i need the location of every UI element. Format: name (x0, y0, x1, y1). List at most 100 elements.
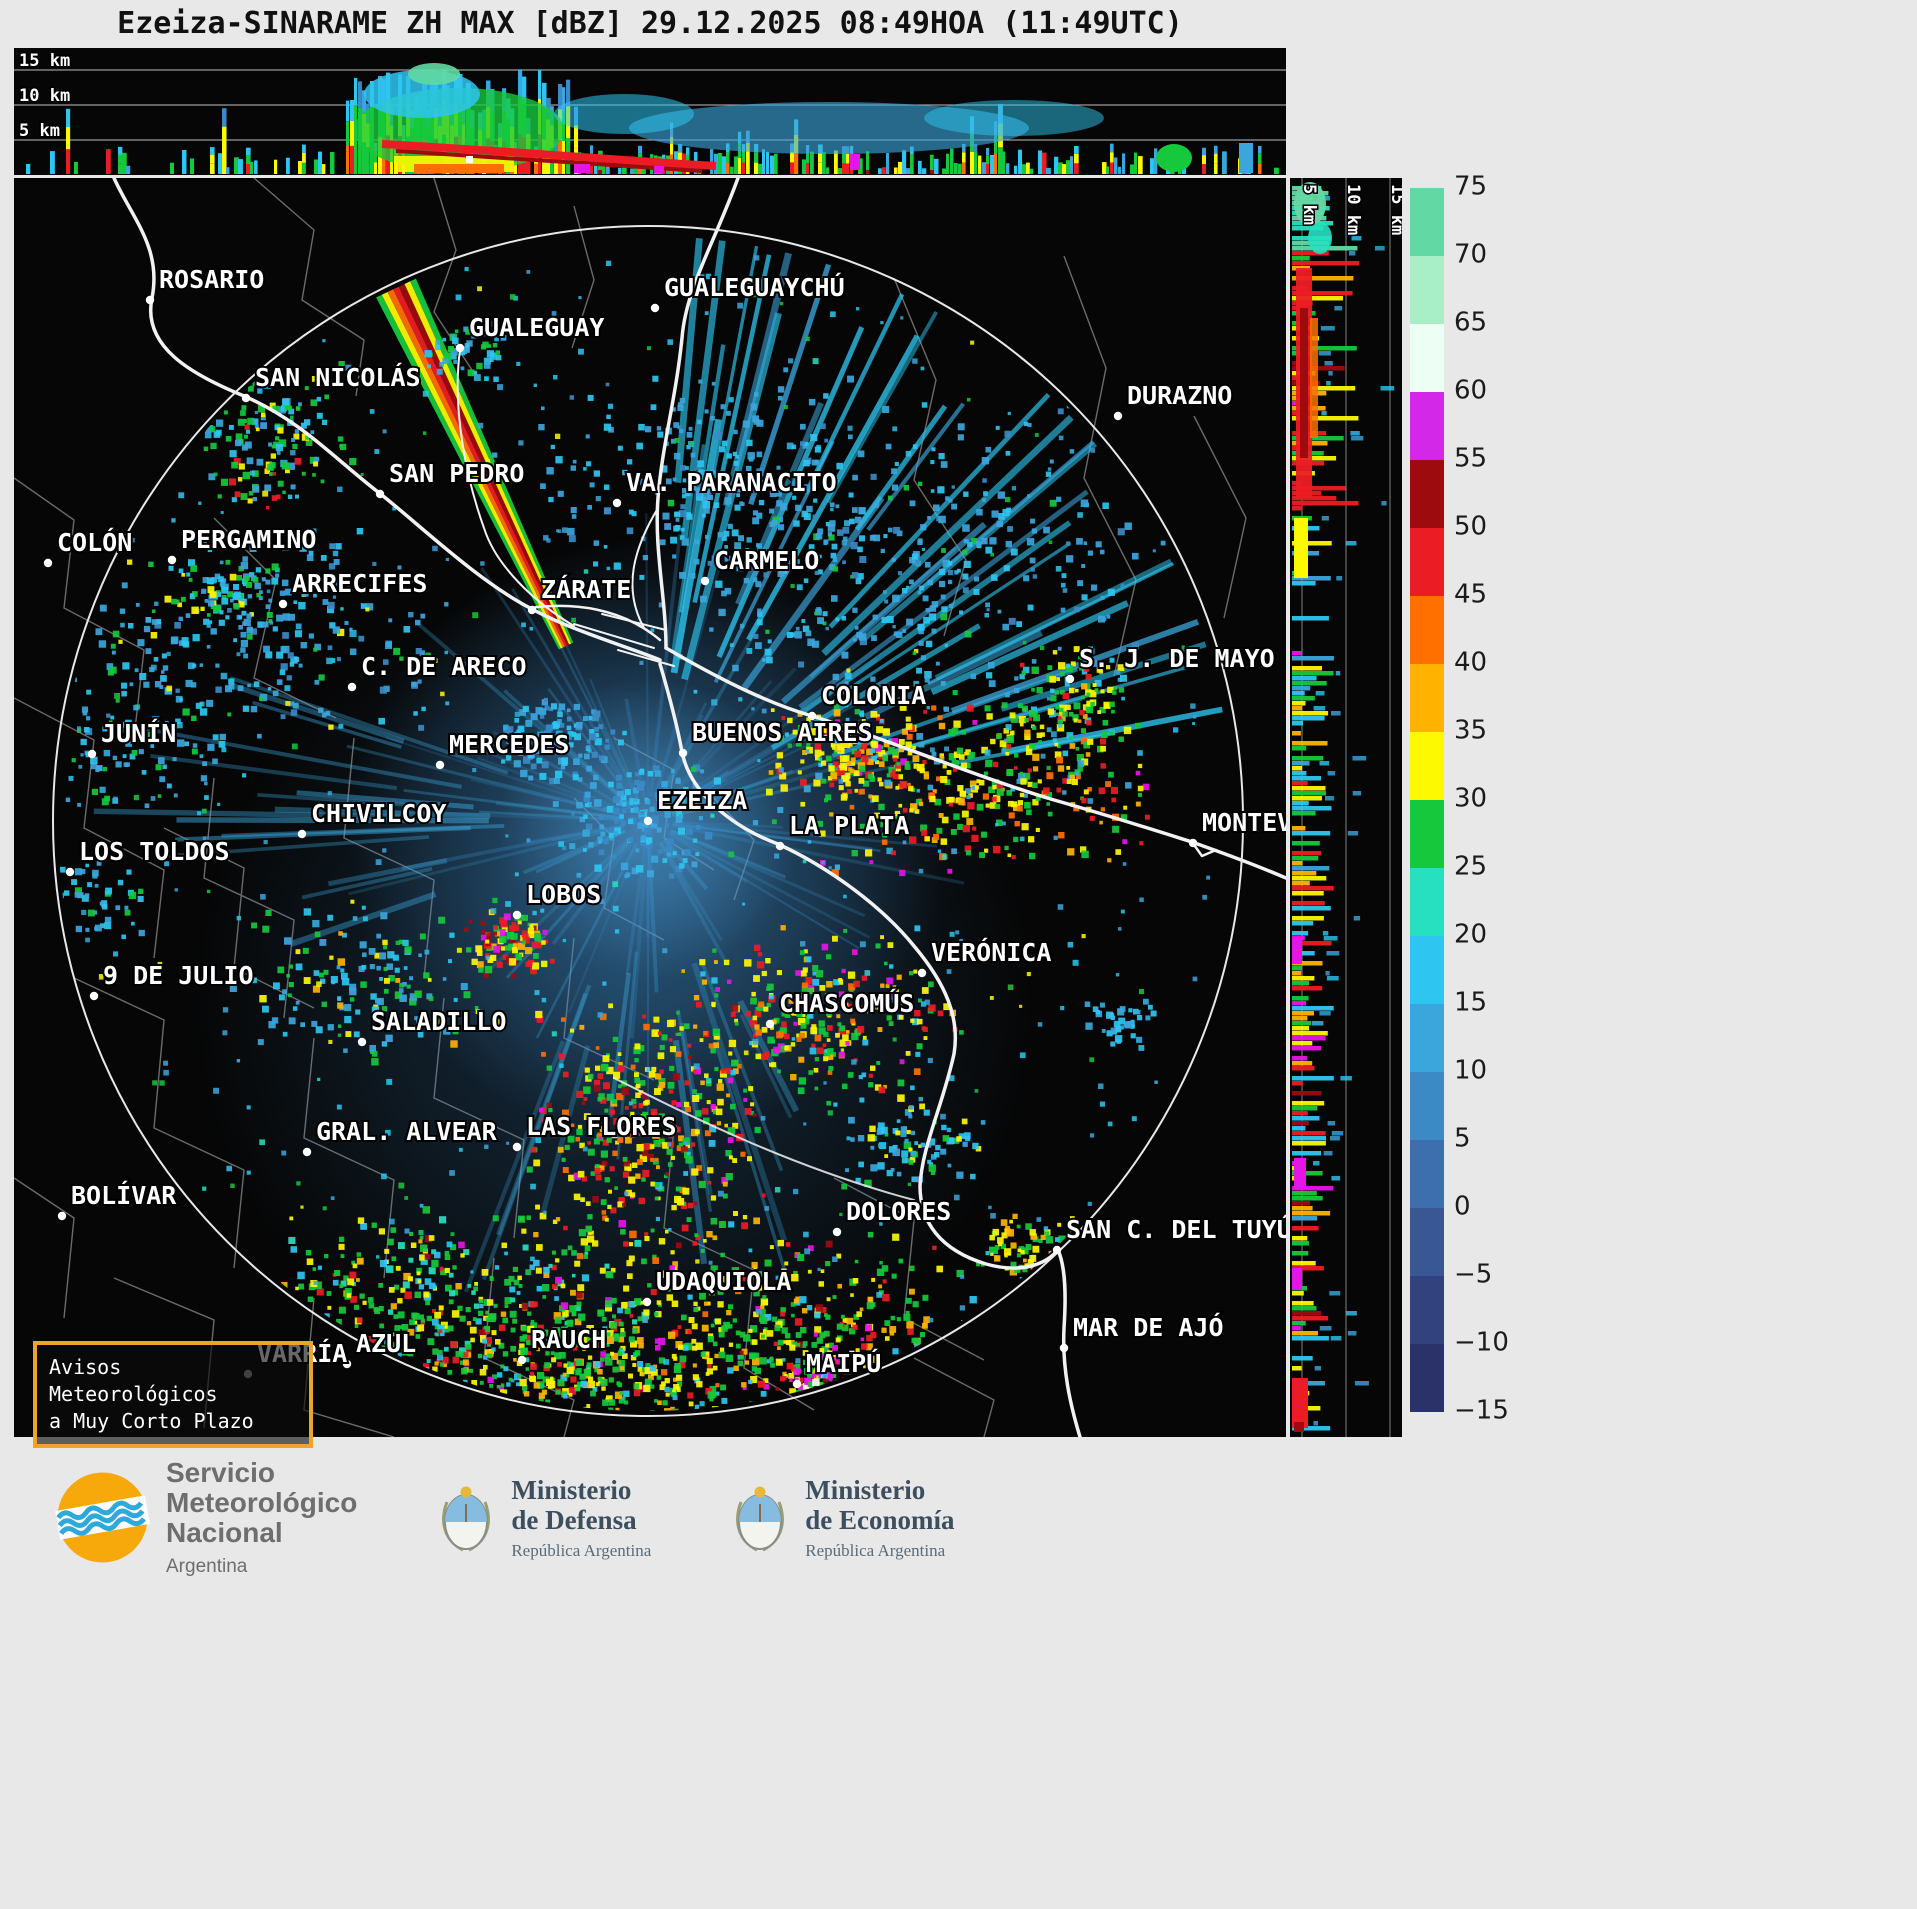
city-dot (642, 1297, 652, 1307)
smn-logo-group: Servicio Meteorológico Nacional Argentin… (55, 1457, 357, 1578)
city-label: MAR DE AJÓ (1073, 1312, 1224, 1342)
city-label: GRAL. ALVEAR (316, 1117, 498, 1146)
colorbar-tick-label: 50 (1454, 511, 1488, 542)
colorbar-band (1410, 1072, 1444, 1140)
city-label: LA PLATA (789, 811, 909, 840)
warning-line2: a Muy Corto Plazo (49, 1409, 254, 1433)
coat-of-arms-defensa-icon (442, 1486, 491, 1552)
colorbar-tick-labels: 75 70 65 60 55 50 45 40 35 30 25 20 15 10 5 0 −5 −10 −15 (1454, 172, 1534, 1426)
colorbar-band (1410, 868, 1444, 936)
city-dot (832, 1227, 842, 1237)
city-label: BUENOS AIRES (692, 718, 873, 747)
colorbar-band (1410, 528, 1444, 596)
city-label: S. J. DE MAYO (1079, 644, 1275, 673)
defensa-name-line1: Ministerio (511, 1475, 632, 1506)
city-label: EZEIZA (657, 786, 747, 815)
city-label: SAN C. DEL TUYÚ (1066, 1214, 1286, 1244)
city-label: VERÓNICA (931, 937, 1051, 967)
city-dot (1052, 1245, 1062, 1255)
colorbar-band (1410, 800, 1444, 868)
city-dot (517, 1355, 527, 1365)
radar-echoes (58, 237, 1223, 1411)
colorbar-tick-label: −5 (1454, 1259, 1493, 1290)
city-label: LOBOS (526, 880, 601, 909)
smn-name-line1: Servicio (166, 1457, 275, 1488)
product-title: Ezeiza-SINARAME ZH MAX [dBZ] 29.12.2025 … (117, 6, 1183, 41)
warning-banner[interactable]: Avisos Meteorológicos a Muy Corto Plazo (33, 1341, 313, 1448)
city-dot (643, 816, 653, 826)
colorbar-band (1410, 1344, 1444, 1412)
defensa-text: Ministerio de Defensa República Argentin… (511, 1475, 651, 1560)
range-ring (52, 225, 1244, 1417)
height-label-10km-top: 10 km (19, 86, 70, 106)
colorbar-tick-label: 70 (1454, 239, 1488, 270)
defensa-logo-group: Ministerio de Defensa República Argentin… (437, 1475, 651, 1560)
economia-text: Ministerio de Economía República Argenti… (805, 1475, 954, 1560)
smn-name-line3: Nacional (166, 1517, 283, 1549)
city-label: DURAZNO (1127, 381, 1232, 410)
economia-subtitle: República Argentina (805, 1540, 946, 1560)
coat-of-arms-economia-icon (736, 1486, 785, 1552)
city-label: ZÁRATE (541, 575, 631, 604)
city-dot (775, 841, 785, 851)
city-dot (145, 295, 155, 305)
city-dot (1113, 411, 1123, 421)
height-label-5km-top: 5 km (19, 121, 60, 141)
city-label: AZUL (356, 1329, 416, 1358)
city-label: RAUCH (531, 1325, 606, 1354)
city-dot (527, 605, 537, 615)
city-dot (455, 343, 465, 353)
city-label: MAIPÚ (806, 1348, 881, 1378)
city-label: LAS FLORES (526, 1112, 677, 1141)
city-label: GUALEGUAYCHÚ (664, 272, 845, 302)
city-dot (512, 910, 522, 920)
city-label: CARMELO (714, 546, 819, 575)
colorbar-band (1410, 460, 1444, 528)
city-dot (1188, 838, 1198, 848)
city-label: CHASCOMÚS (779, 988, 914, 1018)
colorbar-band (1410, 324, 1444, 392)
colorbar-tick-label: 5 (1454, 1123, 1471, 1154)
colorbar-tick-label: 40 (1454, 647, 1488, 678)
city-label: MONTEVIDEO (1202, 808, 1286, 837)
colorbar-band (1410, 1140, 1444, 1208)
city-dot (357, 1037, 367, 1047)
colorbar-band (1410, 188, 1444, 256)
smn-logo-icon (55, 1472, 150, 1563)
city-dot (241, 393, 251, 403)
radar-echoes-cross-section-right (1292, 182, 1395, 1432)
city-label: SAN NICOLÁS (255, 363, 421, 392)
colorbar-band (1410, 256, 1444, 324)
city-dot (297, 829, 307, 839)
city-dot (678, 748, 688, 758)
city-dot (765, 1019, 775, 1029)
city-dot (1059, 1343, 1069, 1353)
city-dot (167, 555, 177, 565)
city-label: PERGAMINO (181, 525, 316, 554)
city-label: ROSARIO (159, 265, 264, 294)
economia-name-line2: de Economía (805, 1505, 955, 1536)
city-dot (650, 303, 660, 313)
colorbar-tick-label: 20 (1454, 919, 1488, 950)
colorbar (1410, 188, 1444, 1412)
city-dot (347, 682, 357, 692)
colorbar-tick-label: 35 (1454, 715, 1488, 746)
city-dot (57, 1211, 67, 1221)
colorbar-tick-label: 60 (1454, 375, 1488, 406)
colorbar-band (1410, 596, 1444, 664)
colorbar-band (1410, 732, 1444, 800)
city-dot (65, 867, 75, 877)
colorbar-band (1410, 392, 1444, 460)
colorbar-tick-label: 25 (1454, 851, 1488, 882)
colorbar-tick-label: 65 (1454, 307, 1488, 338)
city-dot (792, 1379, 802, 1389)
colorbar-tick-label: −10 (1454, 1327, 1509, 1358)
city-label: CHIVILCOY (311, 799, 446, 828)
city-dot (612, 498, 622, 508)
city-dot (700, 576, 710, 586)
colorbar-tick-label: 55 (1454, 443, 1488, 474)
city-label: UDAQUIOLA (656, 1267, 791, 1296)
radar-echoes-cross-section-top (26, 63, 1279, 174)
city-dot (1065, 674, 1075, 684)
city-dot (435, 760, 445, 770)
